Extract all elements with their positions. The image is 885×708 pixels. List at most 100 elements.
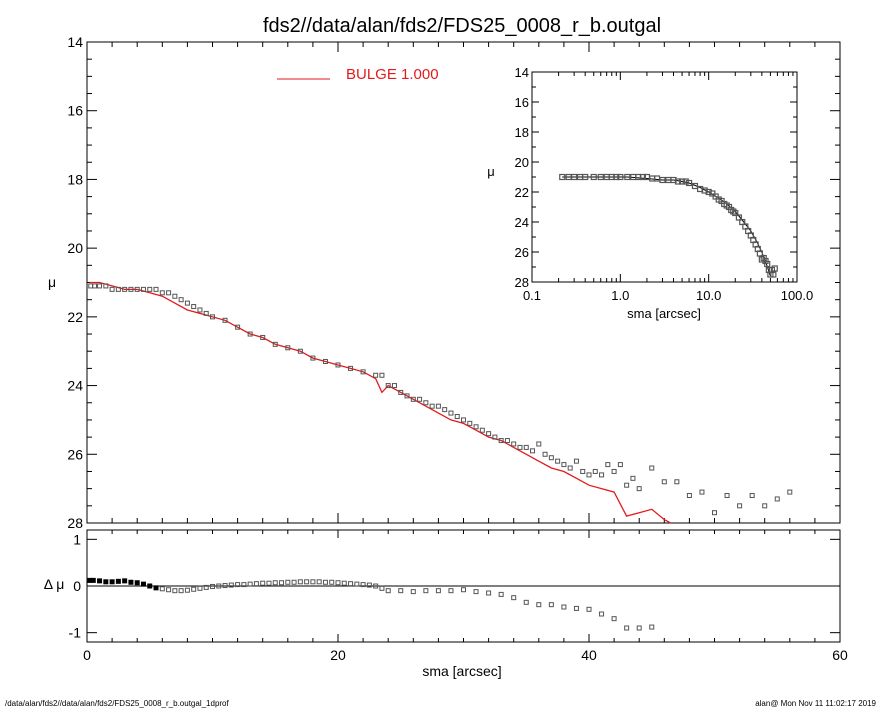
main-data-point (423, 400, 429, 406)
main-data-point (611, 468, 617, 474)
residual-data-point (398, 588, 404, 594)
residual-y-tick-label: 0 (73, 578, 81, 594)
residual-data-point (486, 590, 492, 596)
main-data-point (417, 396, 423, 402)
residual-data-point (373, 583, 379, 589)
residual-data-point (586, 606, 592, 612)
residual-data-point (573, 605, 579, 611)
residual-data-point (184, 587, 190, 593)
residual-data-point (304, 579, 310, 585)
inset-y-tick-label: 28 (515, 275, 529, 290)
main-data-point (429, 403, 435, 409)
main-data-point (122, 286, 128, 292)
residual-data-point (260, 580, 266, 586)
residual-data-point (360, 582, 366, 588)
main-data-point (749, 493, 755, 499)
main-model-series (89, 281, 671, 524)
inset-x-tick-label: 100.0 (781, 288, 814, 303)
main-data-point (109, 286, 115, 292)
inset-data-point (590, 173, 597, 181)
main-data-point (379, 372, 385, 378)
residual-data-point (523, 599, 529, 605)
main-data-point (172, 293, 178, 299)
main-data-point (391, 383, 397, 389)
residual-y-axis-label: Δ μ (44, 576, 65, 592)
main-data-point (335, 362, 341, 368)
main-data-point (461, 417, 466, 423)
residual-data-point (115, 578, 121, 584)
main-data-point (435, 403, 441, 409)
residual-data-point (222, 583, 228, 589)
main-data-point (636, 486, 642, 492)
x-tick-label: 60 (832, 647, 848, 663)
residual-data-point (109, 579, 115, 585)
main-data-point (599, 472, 605, 478)
main-data-point (467, 420, 473, 426)
residual-data-series (87, 577, 655, 631)
residual-data-point (266, 580, 272, 586)
residual-data-point (498, 591, 504, 597)
residual-data-point (241, 582, 247, 588)
residual-y-tick-label: -1 (69, 625, 82, 641)
main-y-tick-label: 28 (67, 515, 83, 531)
main-data-point (147, 286, 153, 292)
residual-data-point (122, 578, 128, 584)
main-data-point (479, 427, 485, 433)
main-data-point (166, 290, 172, 296)
main-data-point (310, 355, 316, 361)
main-data-point (297, 348, 303, 354)
residual-data-point (316, 579, 322, 585)
main-y-axis-label: μ (48, 274, 56, 290)
main-y-tick-label: 16 (67, 103, 83, 119)
residual-data-point (216, 583, 222, 589)
main-data-point (247, 331, 253, 337)
inset-data-point (613, 173, 620, 181)
main-y-tick-label: 24 (67, 378, 83, 394)
residual-data-point (366, 582, 372, 588)
residual-data-point (191, 586, 197, 592)
inset-data-point (678, 178, 686, 185)
x-tick-label: 40 (581, 647, 597, 663)
main-data-point (203, 310, 209, 316)
x-tick-label: 20 (330, 647, 346, 663)
inset-x-tick-label: 10.0 (696, 288, 721, 303)
main-data-point (442, 407, 448, 413)
inset-data-point (571, 173, 578, 181)
residual-data-point (379, 585, 385, 591)
residual-data-point (235, 582, 241, 588)
residual-data-point (310, 579, 316, 585)
residual-axis-ticks: 10-10 20 40 60 (69, 530, 848, 663)
inset-y-tick-label: 20 (515, 155, 529, 170)
main-data-point (97, 283, 103, 289)
main-data-point (504, 438, 510, 444)
inset-y-tick-label: 18 (515, 125, 529, 140)
residual-data-point (203, 584, 209, 590)
residual-data-point (548, 602, 554, 608)
main-data-point (184, 300, 190, 306)
main-data-point (737, 503, 743, 509)
residual-data-point (166, 587, 172, 593)
inset-data-point (705, 188, 712, 196)
inset-data-point (764, 260, 771, 268)
main-data-series (88, 283, 793, 516)
residual-data-point (297, 579, 303, 585)
residual-data-point (285, 579, 291, 585)
main-panel: 14 16 18 20 22 24 26 28 μ BULGE 1.000 (48, 34, 841, 531)
inset-data-point (701, 187, 708, 194)
residual-data-point (599, 611, 605, 617)
main-data-point (567, 465, 573, 471)
main-data-point (272, 341, 278, 347)
residual-data-point (354, 581, 360, 587)
main-axis-ticks: 14 16 18 20 22 24 26 28 (67, 34, 841, 531)
main-data-point (561, 462, 567, 468)
residual-data-point (636, 625, 642, 631)
residual-data-point (322, 579, 328, 585)
residual-data-point (423, 588, 429, 594)
main-data-point (686, 493, 692, 499)
main-data-point (115, 286, 121, 292)
main-data-point (555, 458, 561, 464)
main-y-tick-label: 22 (67, 309, 83, 325)
main-data-point (674, 479, 680, 485)
main-data-point (712, 510, 717, 516)
main-y-tick-label: 14 (67, 34, 83, 50)
